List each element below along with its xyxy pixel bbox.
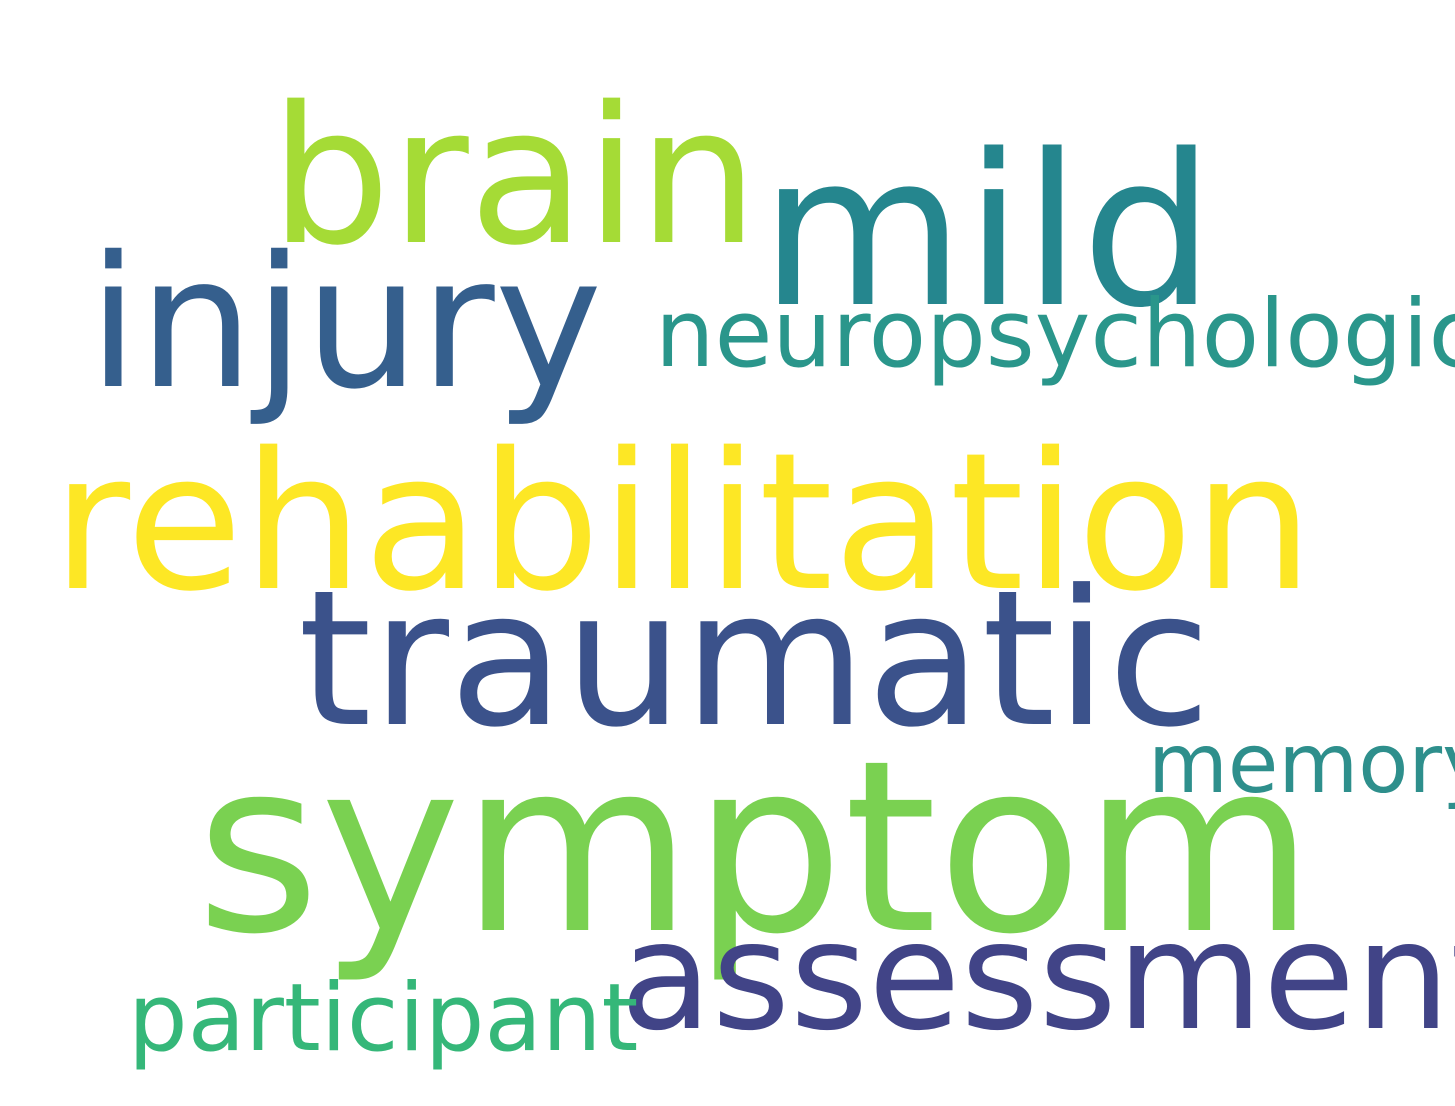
word-rehabilitation: rehabilitation [52, 412, 1314, 633]
word-injury: injury [88, 217, 603, 429]
word-symptom: symptom [196, 710, 1315, 987]
word-mild: mild [760, 109, 1215, 354]
word-participant: participant [128, 964, 639, 1073]
word-assessment: assessment [620, 890, 1455, 1064]
word-memory: memory [1148, 717, 1455, 812]
word-brain: brain [270, 66, 759, 287]
word-traumatic: traumatic [298, 550, 1212, 769]
word-neuropsychological: neuropsychological [655, 280, 1455, 389]
